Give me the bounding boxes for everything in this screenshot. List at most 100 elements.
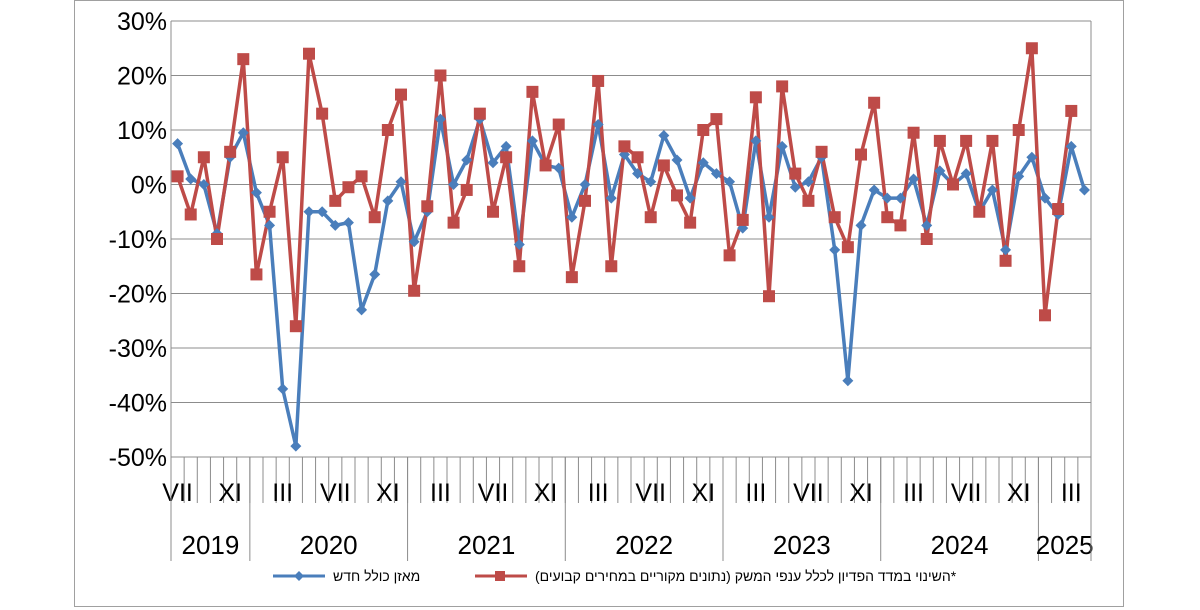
series-2-point xyxy=(841,241,854,254)
series-2-point xyxy=(868,96,881,109)
series-2-point xyxy=(250,268,263,281)
series-1-point xyxy=(868,184,880,196)
series-1-point xyxy=(487,157,499,169)
chart-frame: 30% 20% 10% 0% -10% -20% -30% -40% -50% VII XI III… xyxy=(74,0,1124,607)
series-1-point xyxy=(264,219,276,231)
x-tick-label: XI xyxy=(691,479,715,507)
series-1-point xyxy=(697,157,709,169)
series-1-point xyxy=(329,219,341,231)
series-1-point xyxy=(750,135,762,147)
y-tick-label: 10% xyxy=(117,117,167,145)
series-2-point xyxy=(881,211,894,224)
series-2-point xyxy=(933,134,946,147)
series-2-point xyxy=(1065,104,1078,117)
series-1-point xyxy=(461,154,473,166)
series-2-point xyxy=(736,213,749,226)
legend-marker-2 xyxy=(495,571,505,581)
series-2-point xyxy=(789,167,802,180)
x-axis: VII XI III VII XI III VII XI III VII XI III VII XI III… xyxy=(162,457,1094,561)
series-1-point xyxy=(829,244,841,256)
series-1-point xyxy=(513,238,525,250)
series-2-point xyxy=(671,189,683,202)
y-tick-label: 20% xyxy=(117,63,167,91)
series-1-point xyxy=(632,168,644,180)
x-tick-label: VII xyxy=(320,479,351,507)
x-tick-label: VII xyxy=(793,479,824,507)
series-1-point xyxy=(448,179,460,190)
series-1-point xyxy=(1013,170,1025,182)
series-2-point xyxy=(776,80,789,93)
series-2-point xyxy=(855,148,867,161)
y-tick-label: 30% xyxy=(117,8,167,36)
legend-label-2: השינוי במדד הפדיון לכלל ענפי המשק (נתוני… xyxy=(535,568,957,584)
series-1-point xyxy=(316,206,328,218)
x-tick-label: VII xyxy=(162,479,193,507)
series-2-point xyxy=(657,159,670,172)
y-tick-label: -40% xyxy=(109,390,167,418)
series-2-point xyxy=(552,118,565,131)
series-2-point xyxy=(395,88,407,101)
x-tick-label: III xyxy=(745,479,766,507)
series-2-point xyxy=(421,200,434,213)
year-label: 2020 xyxy=(300,530,358,560)
x-tick-label: III xyxy=(1061,479,1082,507)
y-tick-label: -30% xyxy=(109,335,167,363)
series-2-point xyxy=(697,124,710,136)
series-2-point xyxy=(263,205,276,218)
series-2-point xyxy=(329,194,342,207)
series-2-point xyxy=(710,113,723,126)
series-2-point xyxy=(447,216,460,229)
series-2-point xyxy=(368,211,381,224)
x-tick-label: XI xyxy=(376,479,400,507)
series-2-point xyxy=(828,211,841,224)
series-1-point xyxy=(1039,192,1051,204)
legend-marker-1 xyxy=(294,571,304,581)
series-1-point xyxy=(526,135,538,147)
series-2-point xyxy=(947,178,959,191)
series-1-point xyxy=(250,187,262,199)
series-1-point xyxy=(382,195,394,207)
series-1-point xyxy=(960,168,972,180)
series-1-point xyxy=(566,211,578,223)
year-label: 2023 xyxy=(773,530,831,560)
series-1-point xyxy=(290,440,302,452)
x-tick-label: VII xyxy=(951,479,982,507)
series-2-point xyxy=(513,260,526,273)
series-1-point xyxy=(710,168,722,180)
series-2-point xyxy=(171,170,184,183)
series-1-point xyxy=(1000,244,1012,256)
series-2-point xyxy=(644,211,657,224)
series-2-point xyxy=(684,216,697,229)
series-2-point xyxy=(618,140,631,153)
series-1-point xyxy=(645,176,657,188)
series-2-point xyxy=(960,134,973,147)
x-tick-label: XI xyxy=(534,479,558,507)
series-2-point xyxy=(408,284,421,297)
x-tick-label: XI xyxy=(849,479,873,507)
series-2-point xyxy=(224,145,237,158)
series-1-point xyxy=(802,176,814,188)
series-1-point xyxy=(934,165,946,177)
series-1-point xyxy=(658,129,670,141)
series-1-point xyxy=(1065,140,1077,152)
series-2-point xyxy=(565,271,578,284)
series-1-point xyxy=(277,383,289,395)
y-axis-ticks: 30% 20% 10% 0% -10% -20% -30% -40% -50% xyxy=(109,8,167,472)
series-2-point xyxy=(276,151,289,164)
series-2-point xyxy=(1025,42,1038,55)
series-2-point xyxy=(763,290,775,303)
series-2-point xyxy=(460,183,473,196)
series-2-point xyxy=(434,69,447,82)
series-2-point xyxy=(723,249,736,262)
series-1-point xyxy=(369,268,381,280)
series-1-point xyxy=(921,219,933,231)
series-1-point xyxy=(553,162,565,174)
series-1-point xyxy=(237,127,249,139)
series-1-point xyxy=(671,154,683,166)
series-2-point xyxy=(342,181,355,194)
series-1-point xyxy=(303,206,315,218)
series-1-point xyxy=(1078,184,1090,196)
series-1-point xyxy=(579,179,591,190)
y-tick-label: -10% xyxy=(109,226,167,254)
series-1-point xyxy=(1026,151,1038,163)
